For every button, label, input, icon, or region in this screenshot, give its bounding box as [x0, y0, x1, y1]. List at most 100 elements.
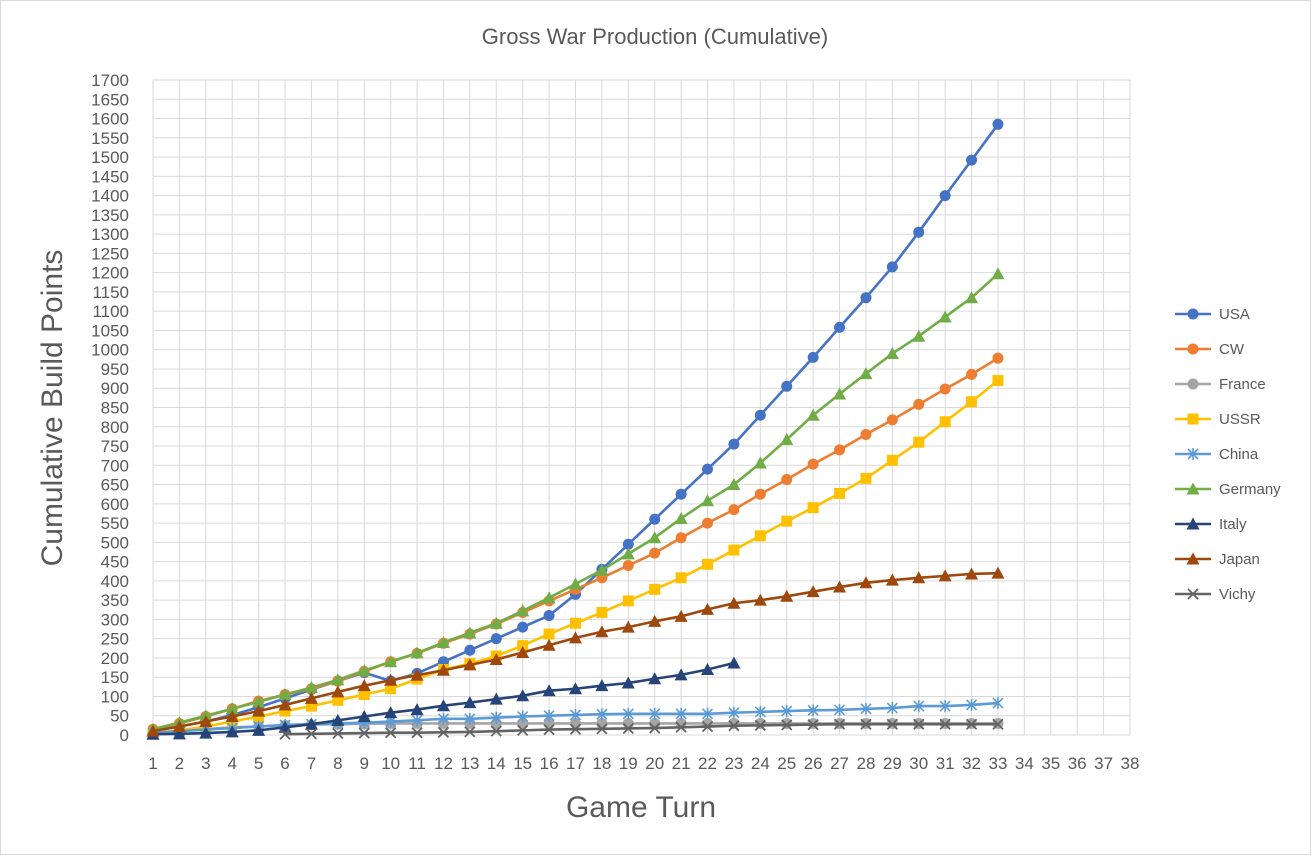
y-tick-label: 950 [101, 360, 129, 379]
data-point-italy [516, 689, 530, 702]
data-point-vichy [517, 724, 529, 737]
y-tick-label: 1550 [91, 129, 129, 148]
data-point-germany [225, 702, 239, 715]
legend-label-usa: USA [1219, 306, 1250, 323]
data-point-vichy [913, 718, 925, 730]
data-point-vichy [332, 727, 344, 740]
data-point-japan [489, 652, 503, 665]
x-tick-label: 1 [148, 754, 157, 773]
data-point-france [754, 717, 766, 729]
x-axis-title: Game Turn [566, 791, 716, 824]
data-point-china [622, 707, 634, 720]
data-point-japan [357, 679, 371, 692]
data-point-usa [939, 190, 951, 202]
data-point-germany [833, 387, 847, 400]
data-point-usa [860, 292, 872, 304]
data-point-china [939, 700, 951, 713]
data-point-vichy [860, 718, 872, 730]
data-point-ussr [834, 487, 846, 499]
y-tick-label: 1300 [91, 225, 129, 244]
chart-title: Gross War Production (Cumulative) [482, 24, 828, 49]
x-tick-label: 20 [645, 754, 664, 773]
y-axis-title: Cumulative Build Points [36, 250, 69, 567]
data-point-ussr [622, 595, 634, 607]
y-tick-label: 1650 [91, 90, 129, 109]
data-point-china [675, 707, 687, 720]
y-tick-label: 50 [110, 707, 129, 726]
x-tick-label: 15 [513, 754, 532, 773]
data-point-china [490, 711, 502, 724]
data-point-china [807, 704, 819, 717]
legend-label-vichy: Vichy [1219, 586, 1256, 603]
legend-label-japan: Japan [1219, 551, 1260, 568]
data-point-vichy [965, 718, 978, 730]
data-point-ussr [992, 375, 1004, 387]
data-point-germany [516, 604, 530, 617]
data-point-japan [833, 580, 847, 593]
x-tick-label: 25 [777, 754, 796, 773]
data-point-italy [674, 668, 688, 681]
data-point-usa [622, 538, 634, 550]
data-point-china [596, 708, 608, 721]
data-point-usa [781, 380, 793, 392]
data-point-usa [834, 321, 846, 333]
data-point-vichy [622, 722, 634, 735]
data-point-japan [331, 685, 345, 698]
data-point-china [411, 714, 423, 727]
data-point-germany [885, 347, 899, 360]
data-point-vichy [728, 720, 740, 732]
data-point-vichy [992, 718, 1004, 730]
data-point-japan [991, 566, 1005, 579]
data-point-japan [199, 715, 213, 728]
data-point-ussr [569, 617, 581, 629]
legend-item-japan: Japan [1175, 551, 1260, 568]
data-point-germany [331, 673, 345, 686]
data-point-germany [912, 329, 926, 342]
data-point-usa [886, 261, 898, 273]
x-tick-label: 14 [487, 754, 506, 773]
x-tick-label: 35 [1041, 754, 1060, 773]
data-point-china [569, 708, 582, 721]
y-tick-label: 200 [101, 649, 129, 668]
legend-marker-usa [1187, 308, 1199, 320]
series-line-vichy [285, 722, 998, 736]
legend-item-italy: Italy [1175, 516, 1247, 533]
data-point-germany [753, 456, 767, 469]
data-point-usa [913, 226, 925, 238]
data-point-ussr [305, 700, 317, 712]
x-tick-label: 32 [962, 754, 981, 773]
legend-label-germany: Germany [1219, 481, 1281, 498]
x-tick-label: 26 [804, 754, 823, 773]
x-tick-label: 11 [408, 754, 426, 773]
data-point-japan [885, 573, 899, 586]
legend-marker-france [1187, 378, 1199, 390]
data-point-cw [913, 398, 925, 410]
data-point-germany [542, 591, 556, 604]
y-tick-label: 400 [101, 572, 129, 591]
legend: USA CW France USSR China Germany Italy Japan Vic… [1175, 306, 1281, 603]
data-point-china [754, 705, 766, 718]
data-point-usa [490, 633, 502, 645]
data-point-japan [806, 585, 820, 598]
data-point-vichy [464, 726, 476, 738]
x-tick-label: 18 [592, 754, 611, 773]
x-tick-label: 8 [333, 754, 342, 773]
data-point-usa [543, 610, 555, 622]
data-point-ussr [728, 544, 740, 556]
data-point-japan [965, 567, 979, 580]
data-point-ussr [596, 606, 608, 618]
legend-label-ussr: USSR [1219, 411, 1261, 428]
data-point-ussr [517, 640, 529, 652]
data-point-ussr [702, 558, 714, 570]
y-tick-label: 1350 [91, 206, 129, 225]
x-tick-label: 4 [227, 754, 236, 773]
x-tick-label: 21 [672, 754, 691, 773]
y-tick-label: 1250 [91, 244, 129, 263]
data-point-china [781, 705, 793, 718]
data-point-italy [621, 676, 635, 689]
data-point-cw [675, 532, 687, 544]
data-point-vichy [411, 727, 423, 739]
data-point-italy [199, 726, 213, 739]
data-point-cw [860, 428, 872, 440]
x-tick-label: 34 [1015, 754, 1034, 773]
